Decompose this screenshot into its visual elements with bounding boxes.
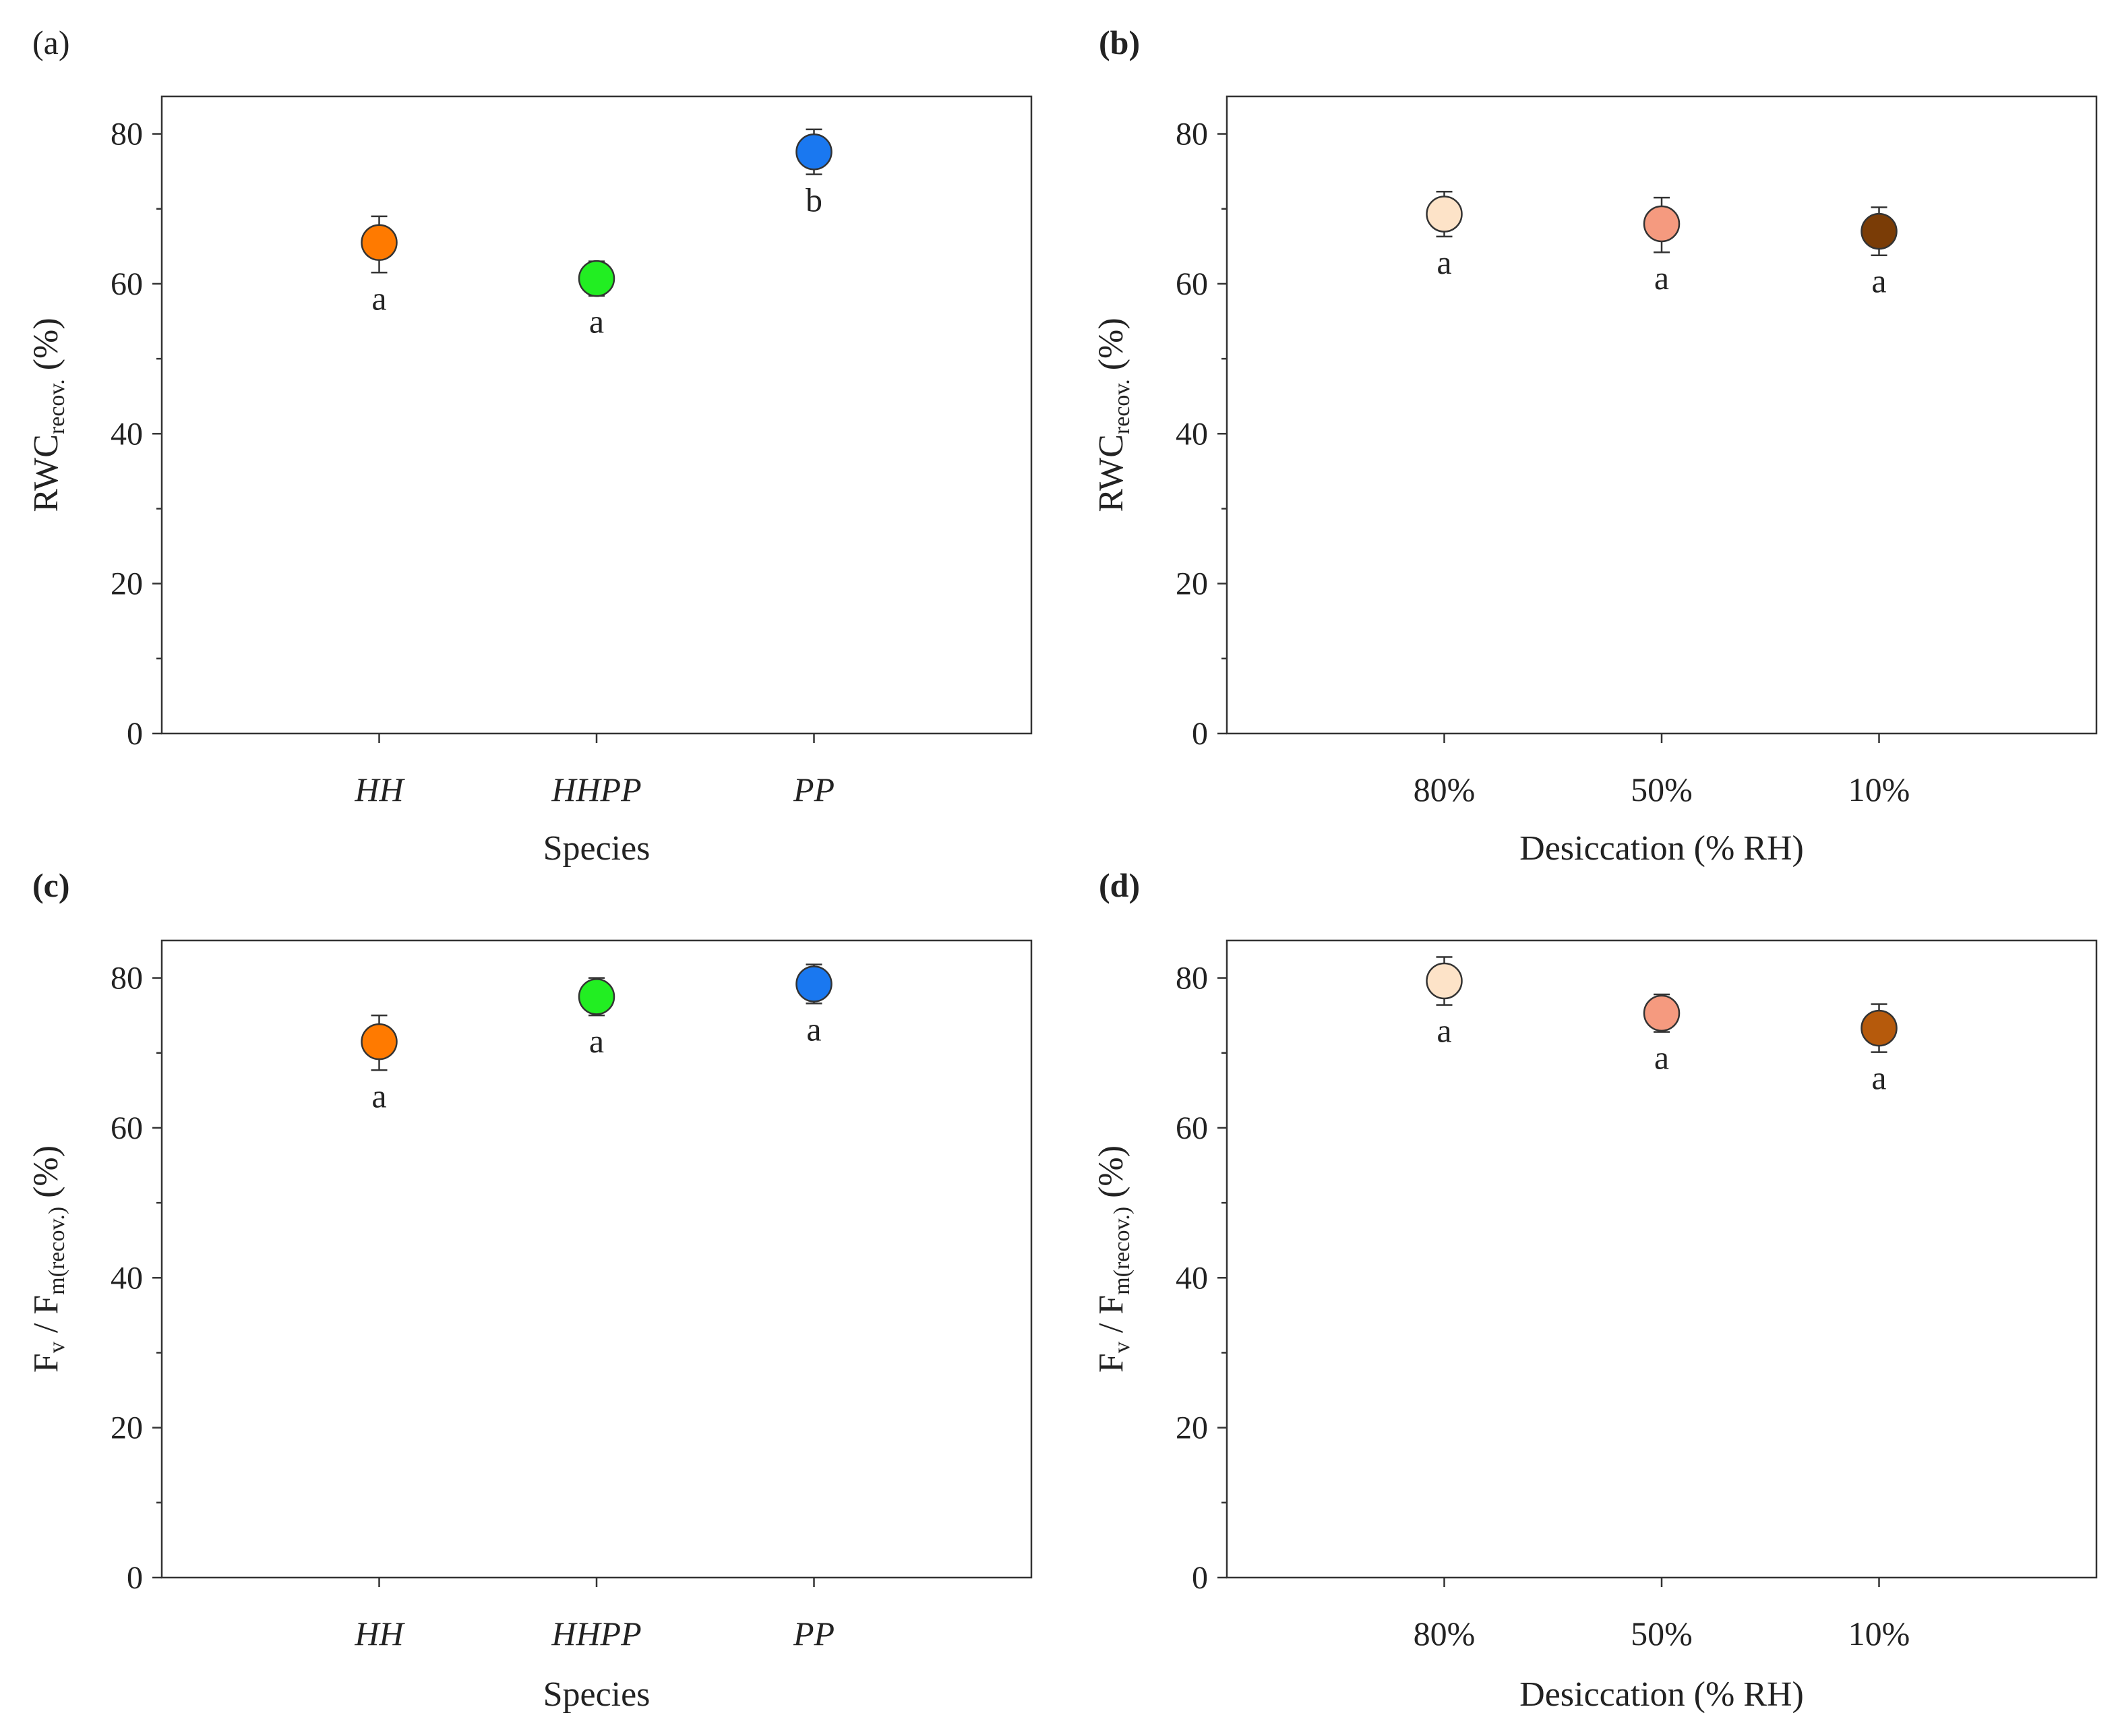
y-tick-label: 0: [127, 716, 143, 752]
y-tick-label: 20: [1176, 1410, 1208, 1446]
data-marker: [1643, 994, 1681, 1032]
significance-letter: a: [806, 1010, 821, 1048]
y-tick-label: 60: [1176, 266, 1208, 302]
significance-letter: a: [1871, 1059, 1886, 1097]
y-tick-label: 20: [1176, 566, 1208, 602]
y-tick-label: 80: [111, 961, 143, 996]
panel-label-a: (a): [32, 24, 70, 61]
data-marker: [1861, 1009, 1898, 1047]
significance-letter: b: [806, 181, 822, 219]
x-tick-label: HHPP: [551, 771, 641, 808]
x-tick-label: HH: [354, 1615, 405, 1652]
data-marker: [1861, 212, 1898, 250]
y-axis-title: Fv / Fm(recov.) (%): [1092, 1145, 1135, 1373]
data-point-PP: a: [795, 963, 833, 1048]
panel-c: (c) 0 20 40 60 80 HH HHPP PP Species Fv / Fm(recov…: [27, 866, 1033, 1714]
x-axis-title: Species: [543, 1675, 651, 1714]
significance-letter: a: [371, 1077, 386, 1114]
data-marker: [578, 260, 615, 297]
data-point-80%: a: [1426, 956, 1463, 1050]
data-marker: [361, 224, 398, 262]
significance-letter: a: [1654, 259, 1669, 297]
x-tick-label: 80%: [1414, 1615, 1476, 1652]
y-tick-label: 40: [1176, 1260, 1208, 1296]
y-tick-label: 20: [111, 566, 143, 602]
y-tick-label: 80: [1176, 117, 1208, 152]
data-marker: [795, 133, 833, 171]
data-point-10%: a: [1861, 206, 1898, 300]
data-marker: [578, 978, 615, 1015]
y-tick-label: 0: [1192, 1560, 1208, 1596]
data-marker: [361, 1023, 398, 1060]
significance-letter: a: [589, 303, 604, 340]
data-marker: [1426, 962, 1463, 1000]
panel-label-b: (b): [1099, 24, 1140, 61]
panel-label-d: (d): [1099, 866, 1140, 904]
significance-letter: a: [1871, 262, 1886, 300]
x-tick-label: 50%: [1631, 1615, 1693, 1652]
y-tick-label: 20: [111, 1410, 143, 1446]
y-axis-title: RWCrecov. (%): [1092, 318, 1135, 512]
panel-a: (a) 0 20 40 60 80 HH HHPP PP Species RWCrecov. (%)…: [27, 24, 1033, 868]
x-tick-label: 10%: [1848, 771, 1910, 808]
x-axis-title: Desiccation (% RH): [1519, 1675, 1804, 1714]
panel-b: (b) 0 20 40 60 80 80% 50% 10% Desiccation (% RH) R…: [1092, 24, 2098, 868]
data-marker: [1426, 196, 1463, 233]
x-tick-label: HH: [354, 771, 405, 808]
data-point-PP: b: [795, 128, 833, 219]
data-point-HH: a: [361, 1014, 398, 1114]
plot-frame: [160, 95, 1033, 735]
x-tick-label: 80%: [1414, 771, 1476, 808]
significance-letter: a: [589, 1022, 604, 1060]
data-point-80%: a: [1426, 190, 1463, 281]
data-point-HHPP: a: [578, 260, 615, 340]
data-marker: [795, 965, 833, 1002]
data-point-10%: a: [1861, 1003, 1898, 1097]
y-axis-title: RWCrecov. (%): [27, 318, 69, 512]
data-point-HHPP: a: [578, 977, 615, 1060]
y-tick-label: 40: [111, 416, 143, 452]
y-tick-label: 80: [1176, 961, 1208, 996]
y-tick-label: 80: [111, 117, 143, 152]
y-axis-title: Fv / Fm(recov.) (%): [27, 1145, 69, 1373]
y-tick-label: 60: [111, 266, 143, 302]
data-marker: [1643, 205, 1681, 243]
data-point-50%: a: [1643, 196, 1681, 297]
panel-label-c: (c): [32, 866, 70, 904]
panel-d: (d) 0 20 40 60 80 80% 50% 10% Desiccation (% RH) F…: [1092, 866, 2098, 1714]
x-axis-title: Desiccation (% RH): [1519, 829, 1804, 868]
plot-frame: [1226, 95, 2098, 735]
y-tick-label: 60: [111, 1110, 143, 1146]
x-tick-label: 50%: [1631, 771, 1693, 808]
plot-frame: [1226, 939, 2098, 1579]
data-point-HH: a: [361, 215, 398, 317]
y-tick-label: 60: [1176, 1110, 1208, 1146]
significance-letter: a: [1654, 1039, 1669, 1077]
y-tick-label: 40: [111, 1260, 143, 1296]
y-tick-label: 0: [1192, 716, 1208, 752]
x-axis-title: Species: [543, 829, 651, 868]
significance-letter: a: [371, 279, 386, 317]
x-tick-label: 10%: [1848, 1615, 1910, 1652]
significance-letter: a: [1437, 243, 1451, 281]
x-tick-label: PP: [793, 1615, 835, 1652]
x-tick-label: PP: [793, 771, 835, 808]
data-point-50%: a: [1643, 993, 1681, 1077]
y-tick-label: 40: [1176, 416, 1208, 452]
x-tick-label: HHPP: [551, 1615, 641, 1652]
y-tick-label: 0: [127, 1560, 143, 1596]
significance-letter: a: [1437, 1012, 1451, 1050]
